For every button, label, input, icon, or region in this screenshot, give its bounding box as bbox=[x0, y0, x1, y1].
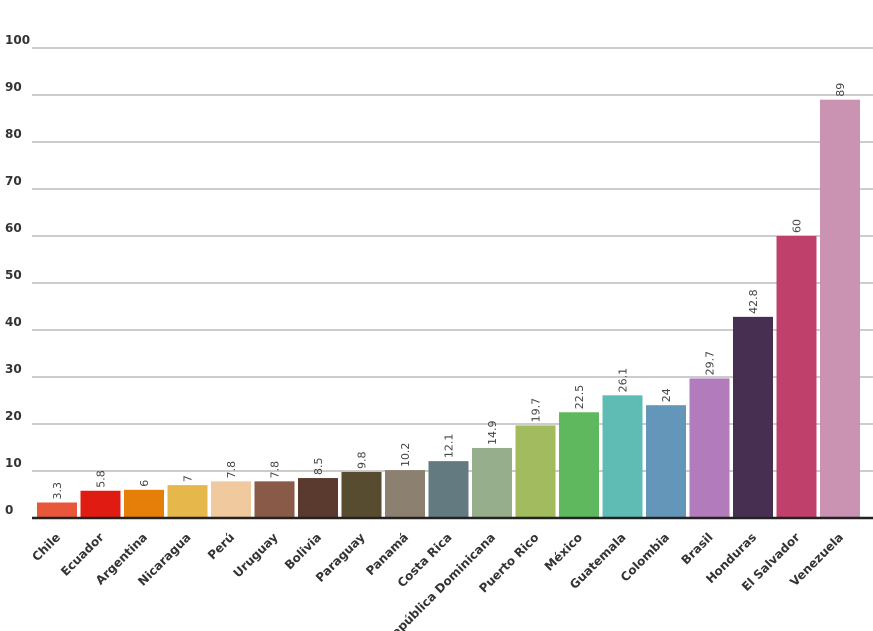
data-label: 22.5 bbox=[573, 385, 586, 410]
x-tick-label: Uruguay bbox=[230, 530, 280, 580]
data-label: 3.3 bbox=[51, 482, 64, 500]
y-tick-label: 90 bbox=[5, 80, 22, 94]
bar bbox=[646, 405, 686, 518]
y-tick-label: 40 bbox=[5, 315, 22, 329]
data-label: 42.8 bbox=[747, 289, 760, 314]
bars bbox=[37, 99, 860, 518]
bar bbox=[559, 412, 599, 518]
x-tick-label: Perú bbox=[205, 530, 237, 562]
bar bbox=[733, 316, 773, 518]
data-label: 5.8 bbox=[95, 470, 108, 488]
data-label: 26.1 bbox=[617, 368, 630, 393]
data-labels: 3.3 5.8 6 7 7.8 7.8 8.5 9.8 10.2 12.1 14.9 19.7 22.5… bbox=[51, 83, 847, 500]
x-tick-label: Bolivia bbox=[282, 530, 324, 572]
y-tick-label: 10 bbox=[5, 456, 22, 470]
data-label: 7.8 bbox=[225, 461, 238, 479]
bar bbox=[689, 378, 730, 518]
data-label: 89 bbox=[834, 83, 847, 97]
y-axis-ticks: 0 10 20 30 40 50 60 70 80 90 100 bbox=[5, 33, 30, 517]
data-label: 14.9 bbox=[486, 420, 499, 445]
y-tick-label: 30 bbox=[5, 362, 22, 376]
bar bbox=[298, 478, 338, 518]
bar bbox=[254, 481, 295, 518]
y-tick-label: 70 bbox=[5, 174, 22, 188]
data-label: 19.7 bbox=[530, 398, 543, 423]
bar bbox=[515, 425, 556, 518]
x-tick-label: Chile bbox=[29, 530, 63, 564]
data-label: 29.7 bbox=[704, 351, 717, 376]
y-tick-label: 60 bbox=[5, 221, 22, 235]
y-tick-label: 100 bbox=[5, 33, 30, 47]
bar bbox=[37, 502, 77, 518]
x-tick-label: México bbox=[542, 530, 585, 573]
bar bbox=[167, 485, 208, 518]
y-tick-label: 0 bbox=[5, 503, 13, 517]
data-label: 9.8 bbox=[356, 451, 369, 469]
bar bbox=[602, 395, 643, 518]
bar bbox=[211, 481, 251, 518]
bar bbox=[472, 447, 512, 518]
data-label: 7 bbox=[182, 475, 195, 482]
bar bbox=[341, 471, 382, 518]
x-tick-label: Brasil bbox=[678, 530, 715, 567]
bar bbox=[428, 461, 469, 518]
data-label: 10.2 bbox=[399, 443, 412, 468]
gridlines bbox=[32, 47, 873, 472]
y-tick-label: 80 bbox=[5, 127, 22, 141]
data-label: 24 bbox=[660, 388, 673, 402]
bar bbox=[80, 490, 121, 518]
data-label: 12.1 bbox=[443, 434, 456, 459]
bar bbox=[820, 99, 860, 518]
bar bbox=[776, 236, 817, 518]
data-label: 8.5 bbox=[312, 458, 325, 476]
data-label: 60 bbox=[791, 219, 804, 233]
data-label: 6 bbox=[138, 480, 151, 487]
bar bbox=[385, 470, 425, 518]
y-tick-label: 50 bbox=[5, 268, 22, 282]
bar bbox=[124, 489, 164, 518]
data-label: 7.8 bbox=[269, 461, 282, 479]
y-tick-label: 20 bbox=[5, 409, 22, 423]
